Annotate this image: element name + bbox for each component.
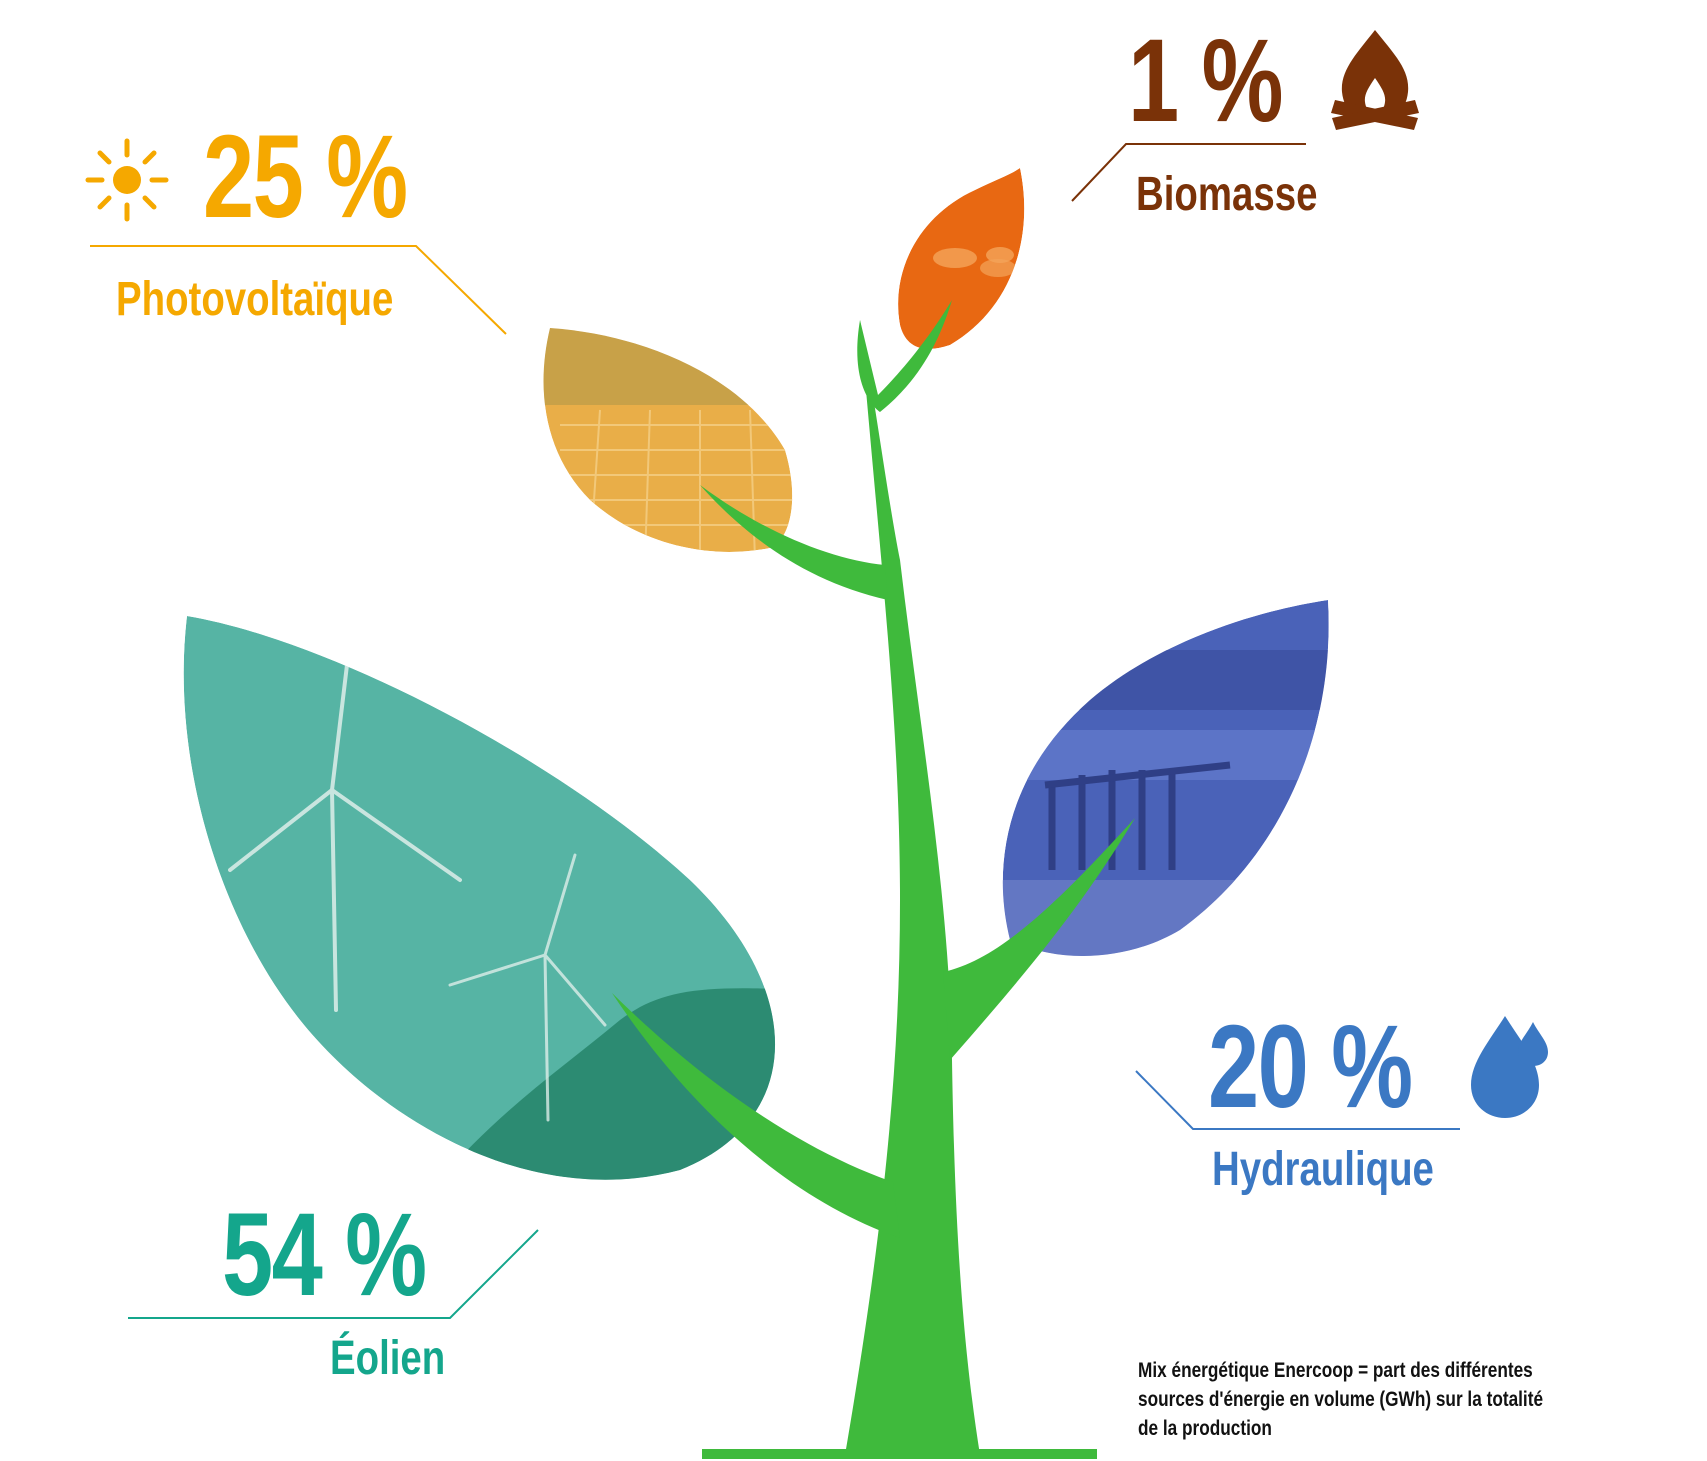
wind-turbine-small-icon <box>448 853 607 1122</box>
solar-treeline <box>543 328 793 405</box>
sun-icon <box>85 138 169 222</box>
hydro-treeline <box>1002 650 1329 710</box>
leaf-biomass <box>898 168 1025 349</box>
hydro-label: Hydraulique <box>1212 1143 1434 1196</box>
solar-panel-grid <box>560 409 793 552</box>
tree-trunk <box>612 300 1135 1459</box>
biomass-percent: 1 % <box>1128 15 1283 147</box>
hydro-percent: 20 % <box>1208 1001 1413 1133</box>
solar-label: Photovoltaïque <box>116 273 394 326</box>
wind-percent: 54 % <box>222 1189 427 1321</box>
footnote: Mix énergétique Enercoop = part des diff… <box>1138 1359 1544 1440</box>
hydro-dam-gates <box>1044 761 1231 870</box>
solar-percent: 25 % <box>203 111 408 243</box>
biomass-label: Biomasse <box>1136 168 1318 221</box>
leaf-wind-treeline <box>440 988 776 1180</box>
leaf-wind <box>183 616 776 1180</box>
leaf-solar <box>543 328 793 552</box>
campfire-icon <box>1331 30 1419 130</box>
biomass-detail <box>933 248 977 268</box>
wind-label: Éolien <box>330 1332 446 1385</box>
connector-lines <box>90 143 1460 1319</box>
water-drop-icon <box>1471 1016 1548 1118</box>
